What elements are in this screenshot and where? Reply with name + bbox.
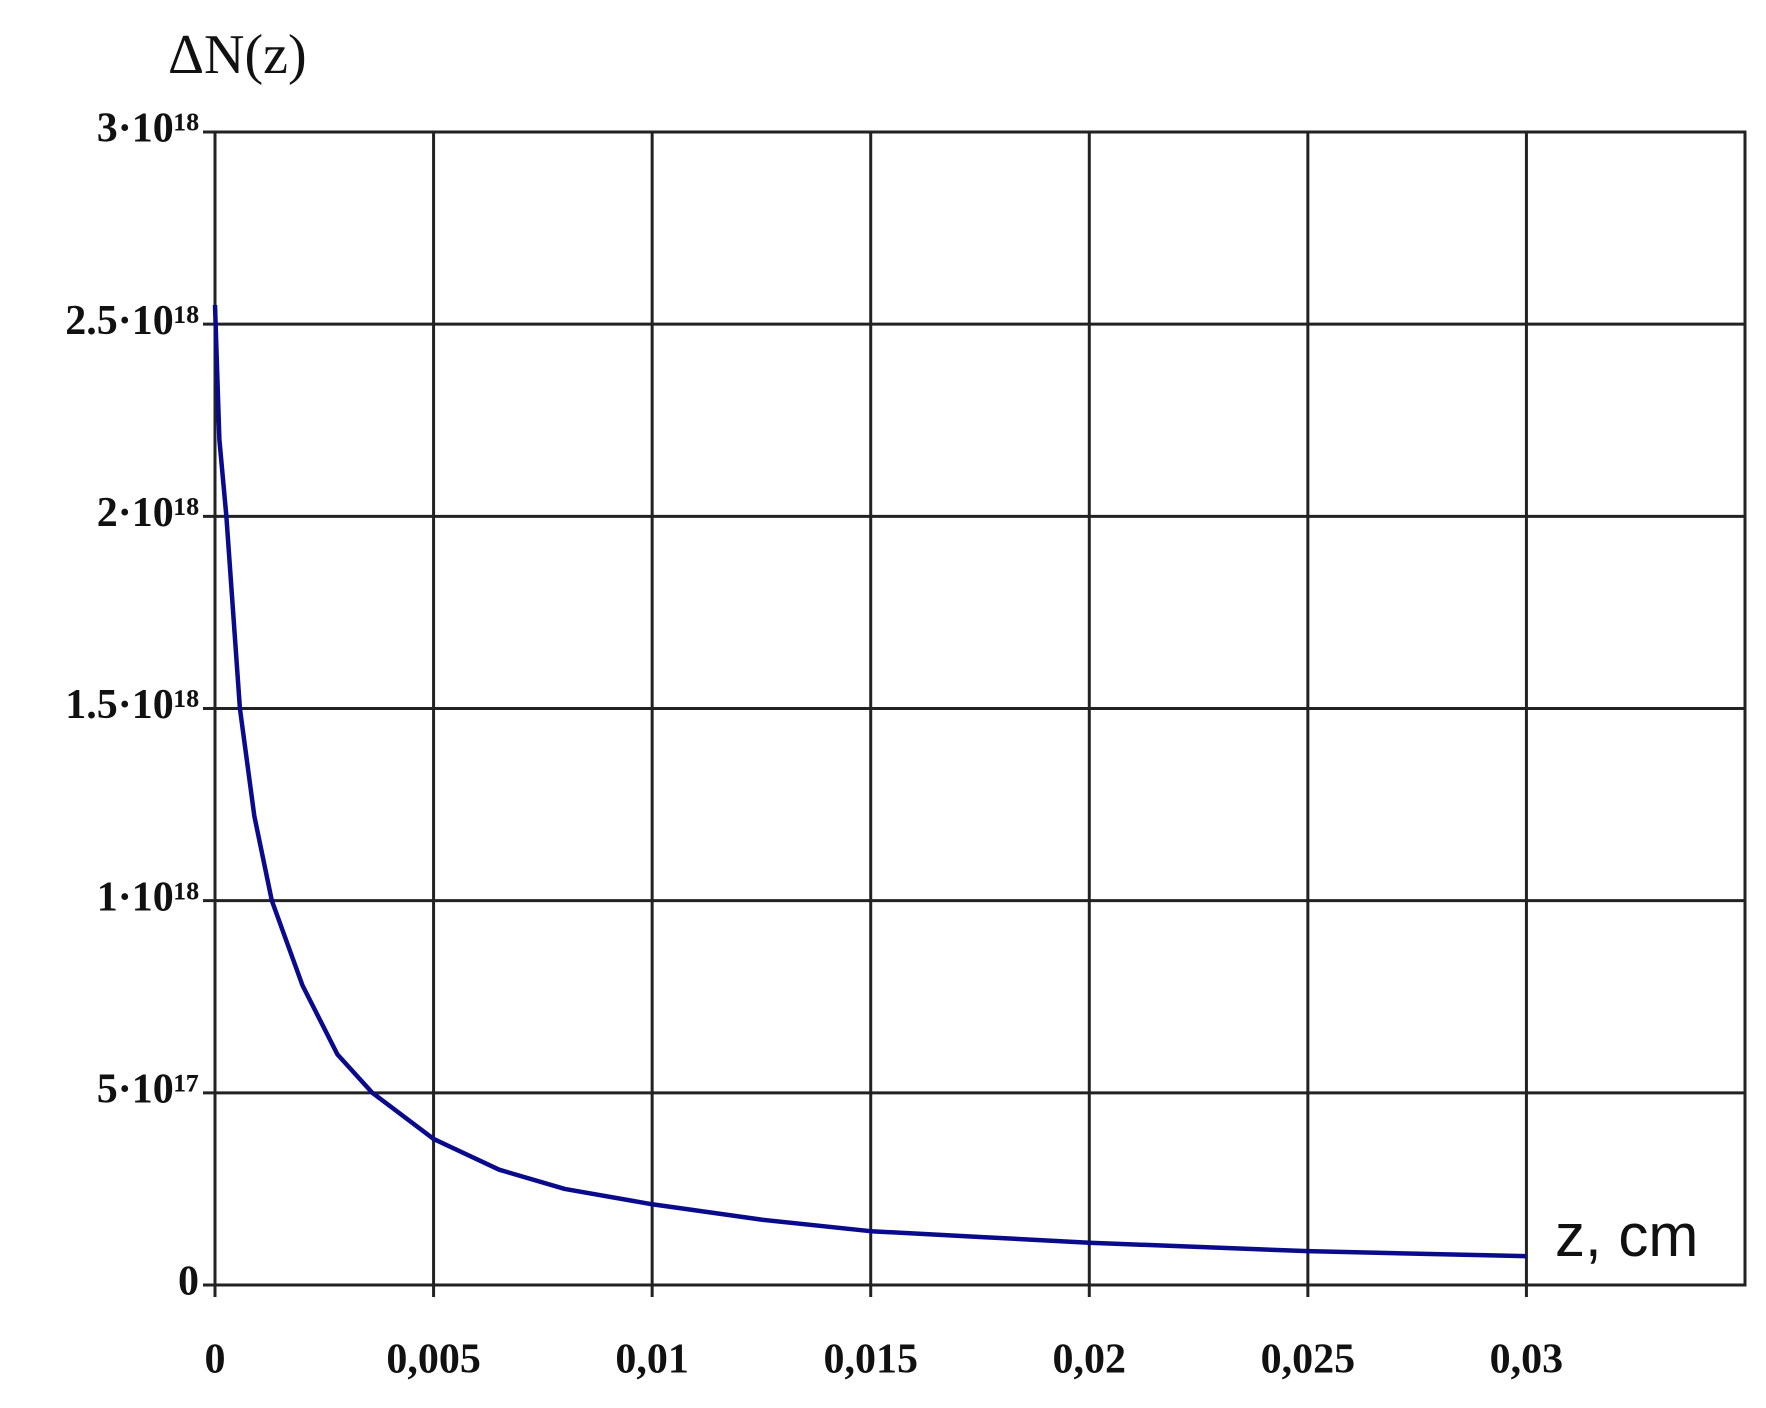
x-tick-label: 0,025 [1261, 1337, 1356, 1383]
y-tick-label: 5·10¹⁷ [97, 1066, 199, 1112]
x-tick-label: 0,01 [615, 1337, 689, 1383]
x-tick-label: 0,005 [386, 1337, 481, 1383]
y-tick-label: 1·10¹⁸ [97, 874, 199, 920]
x-tick-label: 0 [205, 1337, 226, 1383]
x-tick-label: 0,02 [1053, 1337, 1127, 1383]
x-tick-label: 0,03 [1490, 1337, 1564, 1383]
x-tick-label: 0,015 [823, 1337, 918, 1383]
y-tick-label: 3·10¹⁸ [97, 106, 199, 152]
data-line [212, 304, 1527, 1259]
x-axis-label: z, cm [1555, 1202, 1698, 1269]
y-tick-label: 2·10¹⁸ [97, 490, 199, 536]
y-axis-label: ΔN(z) [168, 24, 307, 86]
y-tick-label: 0 [178, 1259, 199, 1305]
y-tick-label: 2.5·10¹⁸ [65, 298, 199, 344]
y-tick-label: 1.5·10¹⁸ [65, 682, 199, 728]
